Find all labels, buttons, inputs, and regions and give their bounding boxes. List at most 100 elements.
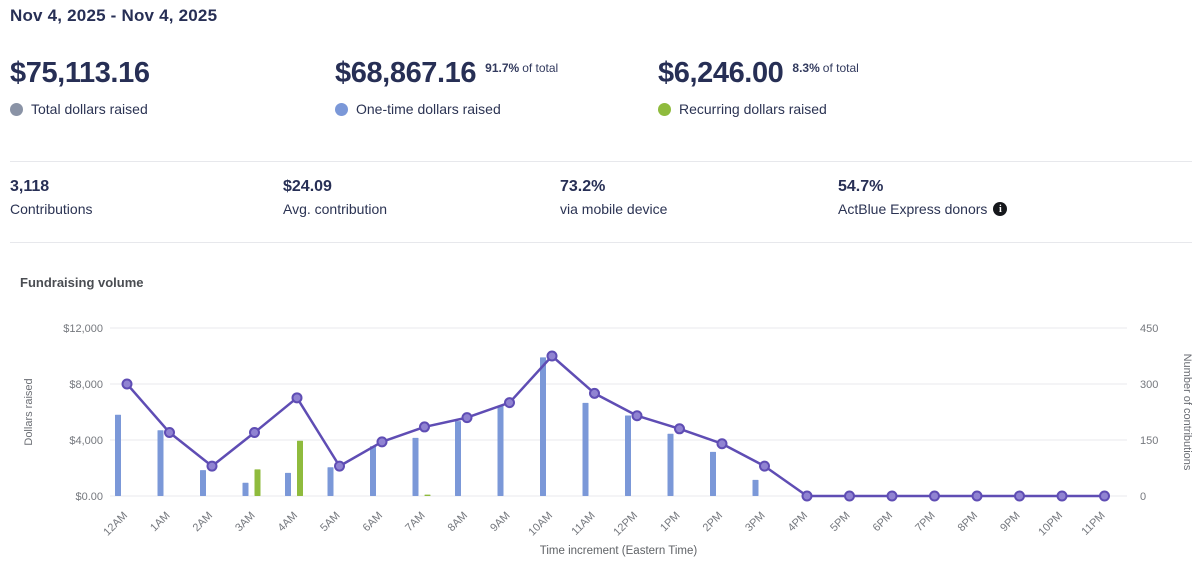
left-axis-tick: $0.00	[75, 491, 103, 503]
stat-percent: 8.3% of total	[792, 61, 859, 75]
x-axis-tick: 4AM	[276, 510, 300, 534]
x-axis-tick: 1PM	[658, 510, 682, 534]
bar-one-time[interactable]	[115, 414, 121, 496]
line-marker[interactable]	[121, 378, 133, 390]
line-marker[interactable]	[801, 490, 813, 502]
bar-one-time[interactable]	[157, 430, 164, 496]
metric-value: $24.09	[283, 178, 332, 195]
line-marker[interactable]	[1099, 490, 1110, 502]
left-axis-tick: $8,000	[69, 379, 103, 391]
bar-one-time[interactable]	[455, 421, 461, 496]
bar-one-time[interactable]	[370, 446, 376, 496]
right-axis-tick: 150	[1140, 435, 1158, 447]
bar-one-time[interactable]	[752, 479, 759, 496]
line-marker[interactable]	[376, 436, 388, 448]
metric-avg-contribution: $24.09 Avg. contributioni	[283, 178, 560, 217]
bar-one-time[interactable]	[667, 433, 674, 496]
left-axis-tick: $12,000	[63, 323, 103, 335]
line-marker[interactable]	[631, 410, 643, 422]
bar-one-time[interactable]	[327, 467, 334, 496]
x-axis-tick: 7PM	[913, 510, 937, 534]
line-marker[interactable]	[674, 423, 685, 435]
bar-one-time[interactable]	[497, 405, 504, 496]
metric-value: 73.2%	[560, 178, 606, 195]
right-axis-tick: 300	[1140, 379, 1158, 391]
bar-one-time[interactable]	[625, 415, 631, 497]
stat-percent: 91.7% of total	[485, 61, 559, 75]
line-marker[interactable]	[716, 438, 728, 450]
x-axis-tick: 11AM	[569, 510, 597, 538]
x-axis-tick: 6AM	[361, 510, 385, 534]
line-marker[interactable]	[971, 490, 983, 502]
stat-percent	[159, 58, 162, 75]
line-marker[interactable]	[1056, 490, 1068, 502]
stat-recurring-dollars: $6,246.00 8.3% of total Recurring dollars…	[658, 58, 988, 117]
one-time-dollars-dot-icon	[335, 102, 348, 116]
line-marker[interactable]	[291, 392, 303, 404]
x-axis-tick: 2AM	[191, 510, 215, 534]
stat-value: $6,246.00	[658, 57, 784, 89]
metric-label: Contributions	[10, 201, 93, 217]
bar-one-time[interactable]	[285, 472, 291, 496]
stat-value: $75,113.16	[10, 57, 150, 89]
metric-contributions: 3,118 Contributionsi	[10, 178, 283, 217]
x-axis-tick: 4PM	[786, 510, 810, 534]
bar-one-time[interactable]	[412, 437, 419, 496]
right-axis-title: Number of contributions	[1181, 354, 1193, 471]
bar-recurring[interactable]	[424, 494, 431, 496]
left-axis-title: Dollars raised	[23, 378, 35, 445]
bar-one-time[interactable]	[710, 451, 716, 496]
metric-label: via mobile device	[560, 201, 668, 217]
x-axis-tick: 11PM	[1079, 510, 1107, 538]
right-axis-tick: 450	[1140, 323, 1158, 335]
line-marker[interactable]	[844, 490, 855, 502]
x-axis-tick: 5AM	[318, 510, 342, 534]
metrics-row: 3,118 Contributionsi $24.09 Avg. contrib…	[10, 178, 1158, 217]
stat-one-time-dollars: $68,867.16 91.7% of total One-time dollar…	[335, 58, 658, 117]
divider	[10, 242, 1192, 243]
x-axis-tick: 12PM	[611, 510, 640, 539]
bar-one-time[interactable]	[582, 402, 589, 496]
bar-recurring[interactable]	[254, 469, 261, 496]
line-marker[interactable]	[504, 397, 515, 409]
x-axis-tick: 6PM	[871, 510, 895, 534]
metric-express-donors: 54.7% ActBlue Express donors i	[838, 178, 1158, 217]
line-marker[interactable]	[334, 460, 345, 472]
line-marker[interactable]	[886, 490, 898, 502]
line-marker[interactable]	[1014, 490, 1025, 502]
bar-recurring[interactable]	[297, 440, 303, 496]
line-marker[interactable]	[759, 460, 770, 472]
x-axis-tick: 8PM	[956, 510, 980, 534]
line-marker[interactable]	[929, 490, 940, 502]
x-axis-tick: 3PM	[743, 510, 767, 534]
line-marker[interactable]	[419, 421, 430, 433]
left-axis-tick: $4,000	[69, 435, 103, 447]
metric-label: ActBlue Express donors	[838, 201, 988, 217]
x-axis-title: Time increment (Eastern Time)	[540, 545, 698, 557]
x-axis-tick: 5PM	[828, 510, 852, 534]
info-icon[interactable]: i	[993, 202, 1008, 216]
x-axis-tick: 10PM	[1036, 510, 1065, 539]
bar-one-time[interactable]	[540, 357, 546, 496]
x-axis-tick: 3AM	[233, 510, 257, 534]
x-axis-tick: 8AM	[446, 510, 470, 534]
bar-one-time[interactable]	[200, 470, 206, 496]
line-marker[interactable]	[206, 460, 218, 472]
metric-label: Avg. contribution	[283, 201, 388, 217]
bar-one-time[interactable]	[242, 482, 249, 496]
line-marker[interactable]	[546, 350, 558, 362]
x-axis-tick: 7AM	[403, 510, 427, 534]
summary-stats-row: $75,113.16 Total dollars raised $68,867.…	[10, 58, 988, 117]
metric-mobile-device: 73.2% via mobile devicei	[560, 178, 838, 217]
fundraising-volume-chart: $0.00 $4,000 $8,000 $12,000 0 150 300 450 Dollar…	[0, 300, 1200, 581]
line-marker[interactable]	[249, 427, 260, 439]
divider	[10, 161, 1192, 162]
x-axis-tick: 1AM	[148, 510, 172, 534]
line-marker[interactable]	[589, 387, 600, 399]
contributions-line	[126, 354, 1105, 498]
metric-value: 3,118	[10, 178, 50, 195]
x-axis-tick: 12AM	[101, 510, 130, 539]
line-marker[interactable]	[461, 412, 473, 424]
line-marker[interactable]	[164, 427, 175, 439]
